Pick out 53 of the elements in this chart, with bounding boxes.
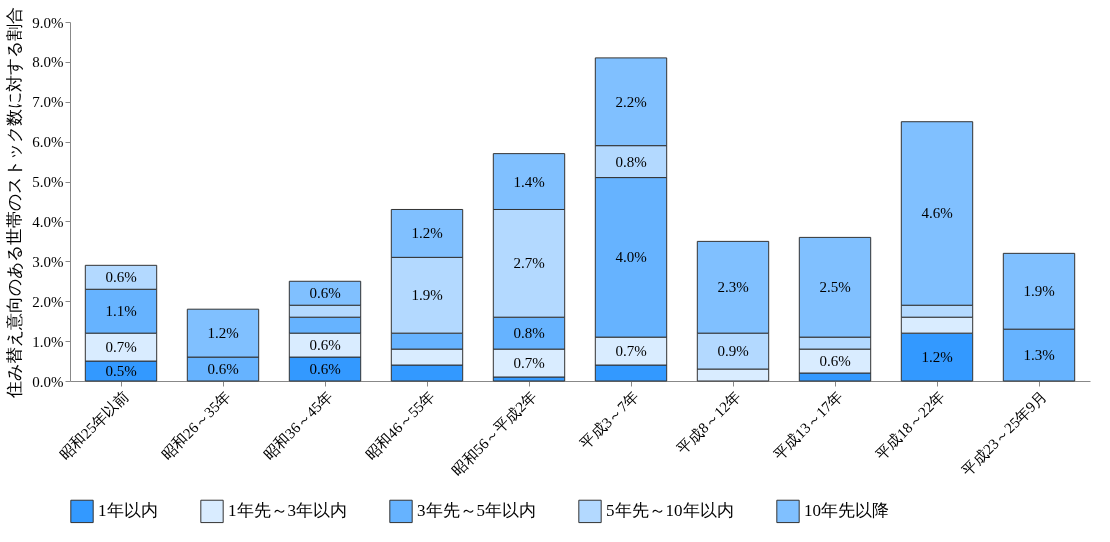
data-label: 1.3% bbox=[1023, 347, 1055, 364]
y-tick-label: 5.0% bbox=[32, 174, 64, 191]
y-tick-label: 6.0% bbox=[32, 134, 64, 151]
data-label: 0.9% bbox=[717, 343, 749, 360]
data-label: 1.9% bbox=[411, 287, 443, 304]
y-tick-label: 0.0% bbox=[32, 373, 64, 390]
data-label: 1.1% bbox=[105, 303, 137, 320]
x-tick-label: 平成23～25年9月 bbox=[958, 387, 1050, 479]
data-label: 1.2% bbox=[921, 349, 953, 366]
data-label: 1.2% bbox=[411, 225, 443, 242]
data-label: 0.6% bbox=[309, 337, 341, 354]
data-label: 0.5% bbox=[105, 363, 137, 380]
data-label: 4.6% bbox=[921, 205, 953, 222]
legend-label: 3年先～5年以内 bbox=[417, 501, 536, 521]
data-label: 0.7% bbox=[105, 339, 137, 356]
y-tick-label: 2.0% bbox=[32, 293, 64, 310]
data-label: 1.4% bbox=[513, 173, 545, 190]
data-label: 0.6% bbox=[207, 361, 239, 378]
x-tick-label: 昭和56～平成2年 bbox=[448, 387, 540, 479]
x-tick-label: 平成18～22年 bbox=[872, 387, 948, 463]
x-tick-label: 平成13～17年 bbox=[770, 387, 846, 463]
data-label: 4.0% bbox=[615, 249, 647, 266]
x-tick-label: 昭和26～35年 bbox=[158, 387, 234, 463]
data-label: 0.6% bbox=[105, 269, 137, 286]
y-axis-title: 住み替え意向のある世帯のストック数に対する割合 bbox=[5, 6, 25, 399]
y-tick-label: 9.0% bbox=[32, 14, 64, 31]
data-label: 2.3% bbox=[717, 279, 749, 296]
x-tick-label: 平成3～7年 bbox=[577, 387, 642, 453]
y-tick-label: 3.0% bbox=[32, 253, 64, 270]
data-label: 2.7% bbox=[513, 255, 545, 272]
data-label: 0.7% bbox=[513, 355, 545, 372]
data-label: 0.6% bbox=[819, 353, 851, 370]
data-label: 0.7% bbox=[615, 343, 647, 360]
y-tick-label: 1.0% bbox=[32, 333, 64, 350]
x-tick-label: 昭和46～55年 bbox=[362, 387, 438, 463]
x-tick-label: 平成8～12年 bbox=[673, 387, 744, 458]
data-label: 2.5% bbox=[819, 279, 851, 296]
legend-label: 1年先～3年以内 bbox=[228, 501, 347, 521]
x-tick-label: 昭和36～45年 bbox=[260, 387, 336, 463]
data-label: 1.9% bbox=[1023, 283, 1055, 300]
y-tick-label: 4.0% bbox=[32, 213, 64, 230]
data-label: 2.2% bbox=[615, 93, 647, 110]
data-label: 0.6% bbox=[309, 361, 341, 378]
data-label: 0.8% bbox=[513, 325, 545, 342]
y-tick-label: 7.0% bbox=[32, 94, 64, 111]
legend-label: 1年以内 bbox=[98, 501, 158, 521]
data-label: 1.2% bbox=[207, 325, 239, 342]
x-tick-label: 昭和25年以前 bbox=[56, 387, 132, 463]
legend-label: 5年先～10年以内 bbox=[606, 501, 734, 521]
data-label: 0.8% bbox=[615, 153, 647, 170]
y-tick-label: 8.0% bbox=[32, 54, 64, 71]
data-label: 0.6% bbox=[309, 285, 341, 302]
legend-label: 10年先以降 bbox=[804, 501, 889, 521]
